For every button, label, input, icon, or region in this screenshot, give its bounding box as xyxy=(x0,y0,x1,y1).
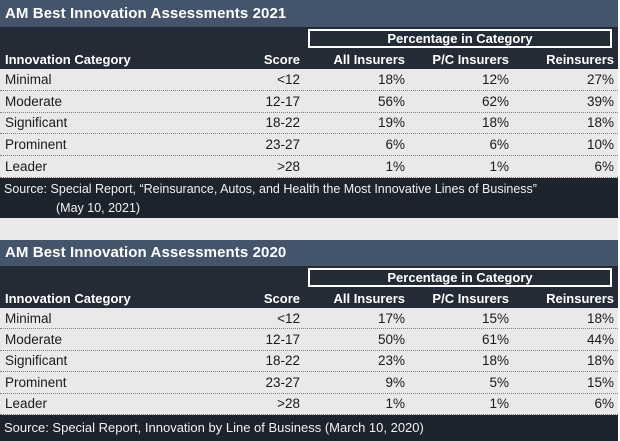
cell-pc-insurers: 12% xyxy=(481,71,509,87)
column-header-all-insurers: All Insurers xyxy=(333,52,405,67)
cell-score: 12-17 xyxy=(265,93,300,109)
cell-reinsurers: 18% xyxy=(586,310,614,326)
column-header-row: Innovation Category Score All Insurers P… xyxy=(0,48,618,69)
group-header-percentage-in-category: Percentage in Category xyxy=(308,267,612,287)
cell-score: >28 xyxy=(277,159,300,175)
cell-category: Significant xyxy=(5,115,68,131)
group-header-row: Percentage in Category xyxy=(0,27,618,48)
cell-all-insurers: 56% xyxy=(377,93,405,109)
column-header-innovation-category: Innovation Category xyxy=(5,290,131,306)
cell-score: 23-27 xyxy=(265,374,300,390)
cell-pc-insurers: 62% xyxy=(481,93,509,109)
cell-pc-insurers: 18% xyxy=(481,115,509,131)
table-row: Significant 18-22 19% 18% 18% xyxy=(0,112,618,135)
cell-pc-insurers: 6% xyxy=(489,137,509,153)
table-row: Leader >28 1% 1% 6% xyxy=(0,156,618,178)
source-line: Source: Special Report, “Reinsurance, Au… xyxy=(4,181,537,196)
cell-score: 18-22 xyxy=(265,353,300,369)
group-header-row: Percentage in Category xyxy=(0,265,618,287)
cell-reinsurers: 6% xyxy=(594,159,614,175)
table-row: Prominent 23-27 9% 5% 15% xyxy=(0,372,618,394)
cell-pc-insurers: 1% xyxy=(489,396,509,412)
column-header-score: Score xyxy=(263,290,300,306)
cell-all-insurers: 50% xyxy=(377,332,405,348)
column-header-pc-insurers: P/C Insurers xyxy=(432,52,509,67)
table-row: Minimal <12 17% 15% 18% xyxy=(0,307,618,330)
cell-all-insurers: 1% xyxy=(385,396,405,412)
table-body: Minimal <12 18% 12% 27% Moderate 12-17 5… xyxy=(0,69,618,178)
cell-all-insurers: 19% xyxy=(377,115,405,131)
cell-category: Leader xyxy=(5,396,48,412)
source-note: Source: Special Report, Innovation by Li… xyxy=(0,414,618,441)
table-row: Leader >28 1% 1% 6% xyxy=(0,393,618,415)
source-line: Source: Special Report, Innovation by Li… xyxy=(4,420,424,436)
table-gap xyxy=(0,217,618,240)
cell-reinsurers: 27% xyxy=(586,71,614,87)
innovation-table-2020: AM Best Innovation Assessments 2020 Perc… xyxy=(0,239,618,441)
cell-reinsurers: 10% xyxy=(586,137,614,153)
column-header-reinsurers: Reinsurers xyxy=(546,52,614,67)
cell-category: Prominent xyxy=(5,137,67,153)
cell-category: Leader xyxy=(5,159,48,175)
column-header-row: Innovation Category Score All Insurers P… xyxy=(0,286,618,308)
column-header-reinsurers: Reinsurers xyxy=(546,290,614,306)
table-body: Minimal <12 17% 15% 18% Moderate 12-17 5… xyxy=(0,307,618,415)
table-title-2021: AM Best Innovation Assessments 2021 xyxy=(0,0,618,27)
cell-score: <12 xyxy=(277,71,300,87)
cell-score: 18-22 xyxy=(265,115,300,131)
cell-category: Prominent xyxy=(5,374,67,390)
cell-all-insurers: 17% xyxy=(377,310,405,326)
table-row: Prominent 23-27 6% 6% 10% xyxy=(0,134,618,157)
cell-reinsurers: 18% xyxy=(586,353,614,369)
innovation-table-2021: AM Best Innovation Assessments 2021 Perc… xyxy=(0,0,618,218)
cell-reinsurers: 18% xyxy=(586,115,614,131)
cell-pc-insurers: 18% xyxy=(481,353,509,369)
cell-score: 23-27 xyxy=(265,137,300,153)
cell-all-insurers: 1% xyxy=(385,159,405,175)
table-row: Moderate 12-17 50% 61% 44% xyxy=(0,329,618,351)
cell-pc-insurers: 15% xyxy=(481,310,509,326)
column-header-all-insurers: All Insurers xyxy=(333,290,405,306)
cell-pc-insurers: 5% xyxy=(489,374,509,390)
cell-pc-insurers: 1% xyxy=(489,159,509,175)
cell-reinsurers: 39% xyxy=(586,93,614,109)
cell-reinsurers: 15% xyxy=(586,374,614,390)
table-row: Minimal <12 18% 12% 27% xyxy=(0,69,618,91)
table-row: Significant 18-22 23% 18% 18% xyxy=(0,350,618,373)
column-header-innovation-category: Innovation Category xyxy=(5,52,131,67)
cell-category: Minimal xyxy=(5,71,52,87)
cell-category: Moderate xyxy=(5,332,63,348)
cell-reinsurers: 6% xyxy=(594,396,614,412)
cell-pc-insurers: 61% xyxy=(481,332,509,348)
cell-all-insurers: 23% xyxy=(377,353,405,369)
table-row: Moderate 12-17 56% 62% 39% xyxy=(0,90,618,113)
group-header-percentage-in-category: Percentage in Category xyxy=(308,29,612,48)
source-note: Source: Special Report, “Reinsurance, Au… xyxy=(0,177,618,218)
source-line: (May 10, 2021) xyxy=(56,200,141,215)
cell-all-insurers: 18% xyxy=(377,71,405,87)
cell-category: Significant xyxy=(5,353,68,369)
column-header-score: Score xyxy=(263,52,300,67)
table-title-2020: AM Best Innovation Assessments 2020 xyxy=(0,239,618,266)
column-header-pc-insurers: P/C Insurers xyxy=(432,290,509,306)
cell-reinsurers: 44% xyxy=(586,332,614,348)
cell-all-insurers: 9% xyxy=(385,374,405,390)
cell-category: Moderate xyxy=(5,93,63,109)
cell-score: 12-17 xyxy=(265,332,300,348)
cell-score: <12 xyxy=(277,310,300,326)
cell-score: >28 xyxy=(277,396,300,412)
cell-all-insurers: 6% xyxy=(385,137,405,153)
cell-category: Minimal xyxy=(5,310,52,326)
